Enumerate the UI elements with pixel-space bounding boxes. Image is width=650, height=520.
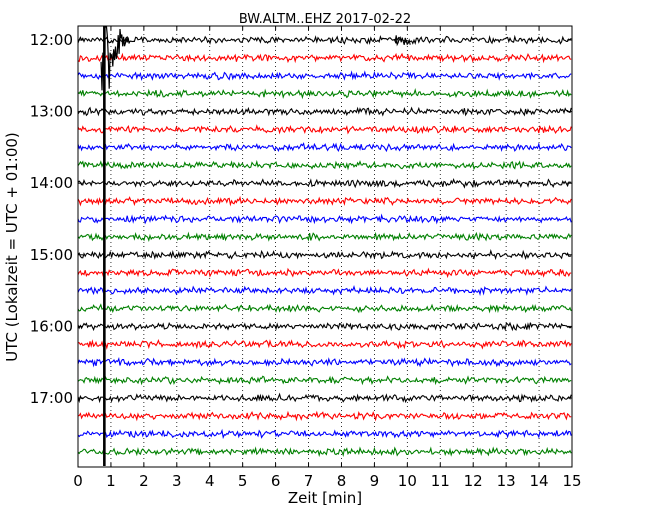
- x-tick-label: 9: [370, 472, 380, 490]
- x-tick-label: 6: [271, 472, 281, 490]
- grid-layer: [110, 26, 540, 467]
- y-tick-label: 13:00: [30, 103, 73, 121]
- seismic-trace: [77, 303, 572, 314]
- seismic-trace: [77, 213, 572, 225]
- seismic-trace: [77, 285, 572, 297]
- event-burst: [393, 35, 411, 47]
- event-burst: [100, 26, 131, 91]
- x-tick-label: 3: [172, 472, 182, 490]
- seismic-trace: [77, 249, 572, 261]
- seismic-trace: [77, 124, 572, 135]
- y-tick-label: 17:00: [30, 389, 73, 407]
- plot-frame: [77, 25, 573, 468]
- seismic-trace: [77, 87, 572, 100]
- seismic-trace: [77, 392, 572, 404]
- trace-layer: [77, 34, 572, 458]
- x-tick-label: 5: [238, 472, 248, 490]
- seismic-trace: [77, 70, 572, 82]
- seismic-trace: [77, 34, 572, 46]
- seismic-trace: [77, 428, 572, 440]
- seismic-trace: [77, 231, 572, 242]
- x-tick-label: 14: [530, 472, 549, 490]
- x-tick-label: 1: [106, 472, 116, 490]
- x-axis-label: Zeit [min]: [288, 489, 362, 507]
- seismic-trace: [77, 52, 572, 64]
- seismic-trace: [77, 178, 572, 189]
- y-axis-label: UTC (Lokalzeit = UTC + 01:00): [3, 132, 21, 362]
- x-tick-label: 2: [139, 472, 149, 490]
- x-tick-label: 13: [497, 472, 516, 490]
- seismic-trace: [77, 195, 572, 207]
- seismic-trace: [77, 356, 572, 368]
- seismic-trace: [77, 338, 572, 350]
- tick-layer: 0 1 2 3 4 5 6 7 8 9 10 11 12 13 14 1512:0013:0014:0015:…: [30, 26, 582, 490]
- seismic-trace: [77, 410, 572, 422]
- x-tick-label: 15: [562, 472, 581, 490]
- chart-title: BW.ALTM..EHZ 2017-02-22: [239, 12, 411, 27]
- x-tick-label: 10: [398, 472, 417, 490]
- y-tick-label: 16:00: [30, 317, 73, 335]
- y-tick-label: 14:00: [30, 174, 73, 192]
- seismic-trace: [77, 375, 572, 386]
- seismic-trace: [77, 267, 572, 279]
- seismic-trace: [77, 142, 572, 153]
- x-tick-label: 12: [464, 472, 483, 490]
- seismic-trace: [77, 106, 572, 117]
- y-tick-label: 15:00: [30, 246, 73, 264]
- x-tick-label: 0: [73, 472, 83, 490]
- seismic-trace: [77, 321, 572, 332]
- y-tick-label: 12:00: [30, 31, 73, 49]
- x-tick-label: 11: [431, 472, 450, 490]
- seismic-trace: [77, 159, 572, 171]
- x-tick-label: 4: [205, 472, 215, 490]
- event-layer: [100, 26, 411, 466]
- x-tick-label: 8: [337, 472, 347, 490]
- x-tick-label: 7: [304, 472, 314, 490]
- seismic-trace: [77, 446, 572, 458]
